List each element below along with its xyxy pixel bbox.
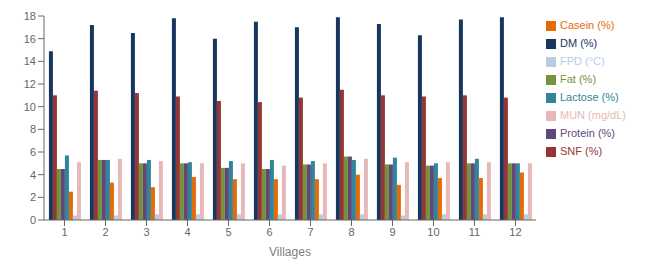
svg-text:16: 16 [24,33,36,45]
svg-text:4: 4 [184,226,190,238]
html-text:Fat (%): Fat (%) [560,73,596,85]
svg-text:18: 18 [24,10,36,22]
html-text:FPD (°C): FPD (°C) [560,55,605,67]
svg-text:2: 2 [30,191,36,203]
svg-text:6: 6 [266,226,272,238]
svg-text:10: 10 [427,226,439,238]
svg-text:5: 5 [225,226,231,238]
svg-text:0: 0 [30,214,36,226]
svg-text:3: 3 [143,226,149,238]
html-text:Protein (%): Protein (%) [560,127,615,139]
svg-text:8: 8 [348,226,354,238]
svg-text:8: 8 [30,123,36,135]
svg-text:Villages: Villages [269,245,311,259]
svg-text:14: 14 [24,55,36,67]
html-text:DM (%): DM (%) [560,37,598,49]
svg-text:10: 10 [24,101,36,113]
svg-text:9: 9 [389,226,395,238]
html-text:SNF (%): SNF (%) [560,145,603,157]
svg-text:12: 12 [24,78,36,90]
html-text:Casein (%): Casein (%) [560,19,615,31]
svg-text:1: 1 [61,226,67,238]
html-text:MUN (mg/dL): MUN (mg/dL) [560,109,626,121]
svg-text:6: 6 [30,146,36,158]
svg-text:2: 2 [102,226,108,238]
svg-text:4: 4 [30,169,36,181]
html-text:Lactose (%): Lactose (%) [560,91,619,103]
svg-text:11: 11 [469,226,480,238]
svg-text:12: 12 [509,226,521,238]
svg-text:7: 7 [307,226,313,238]
